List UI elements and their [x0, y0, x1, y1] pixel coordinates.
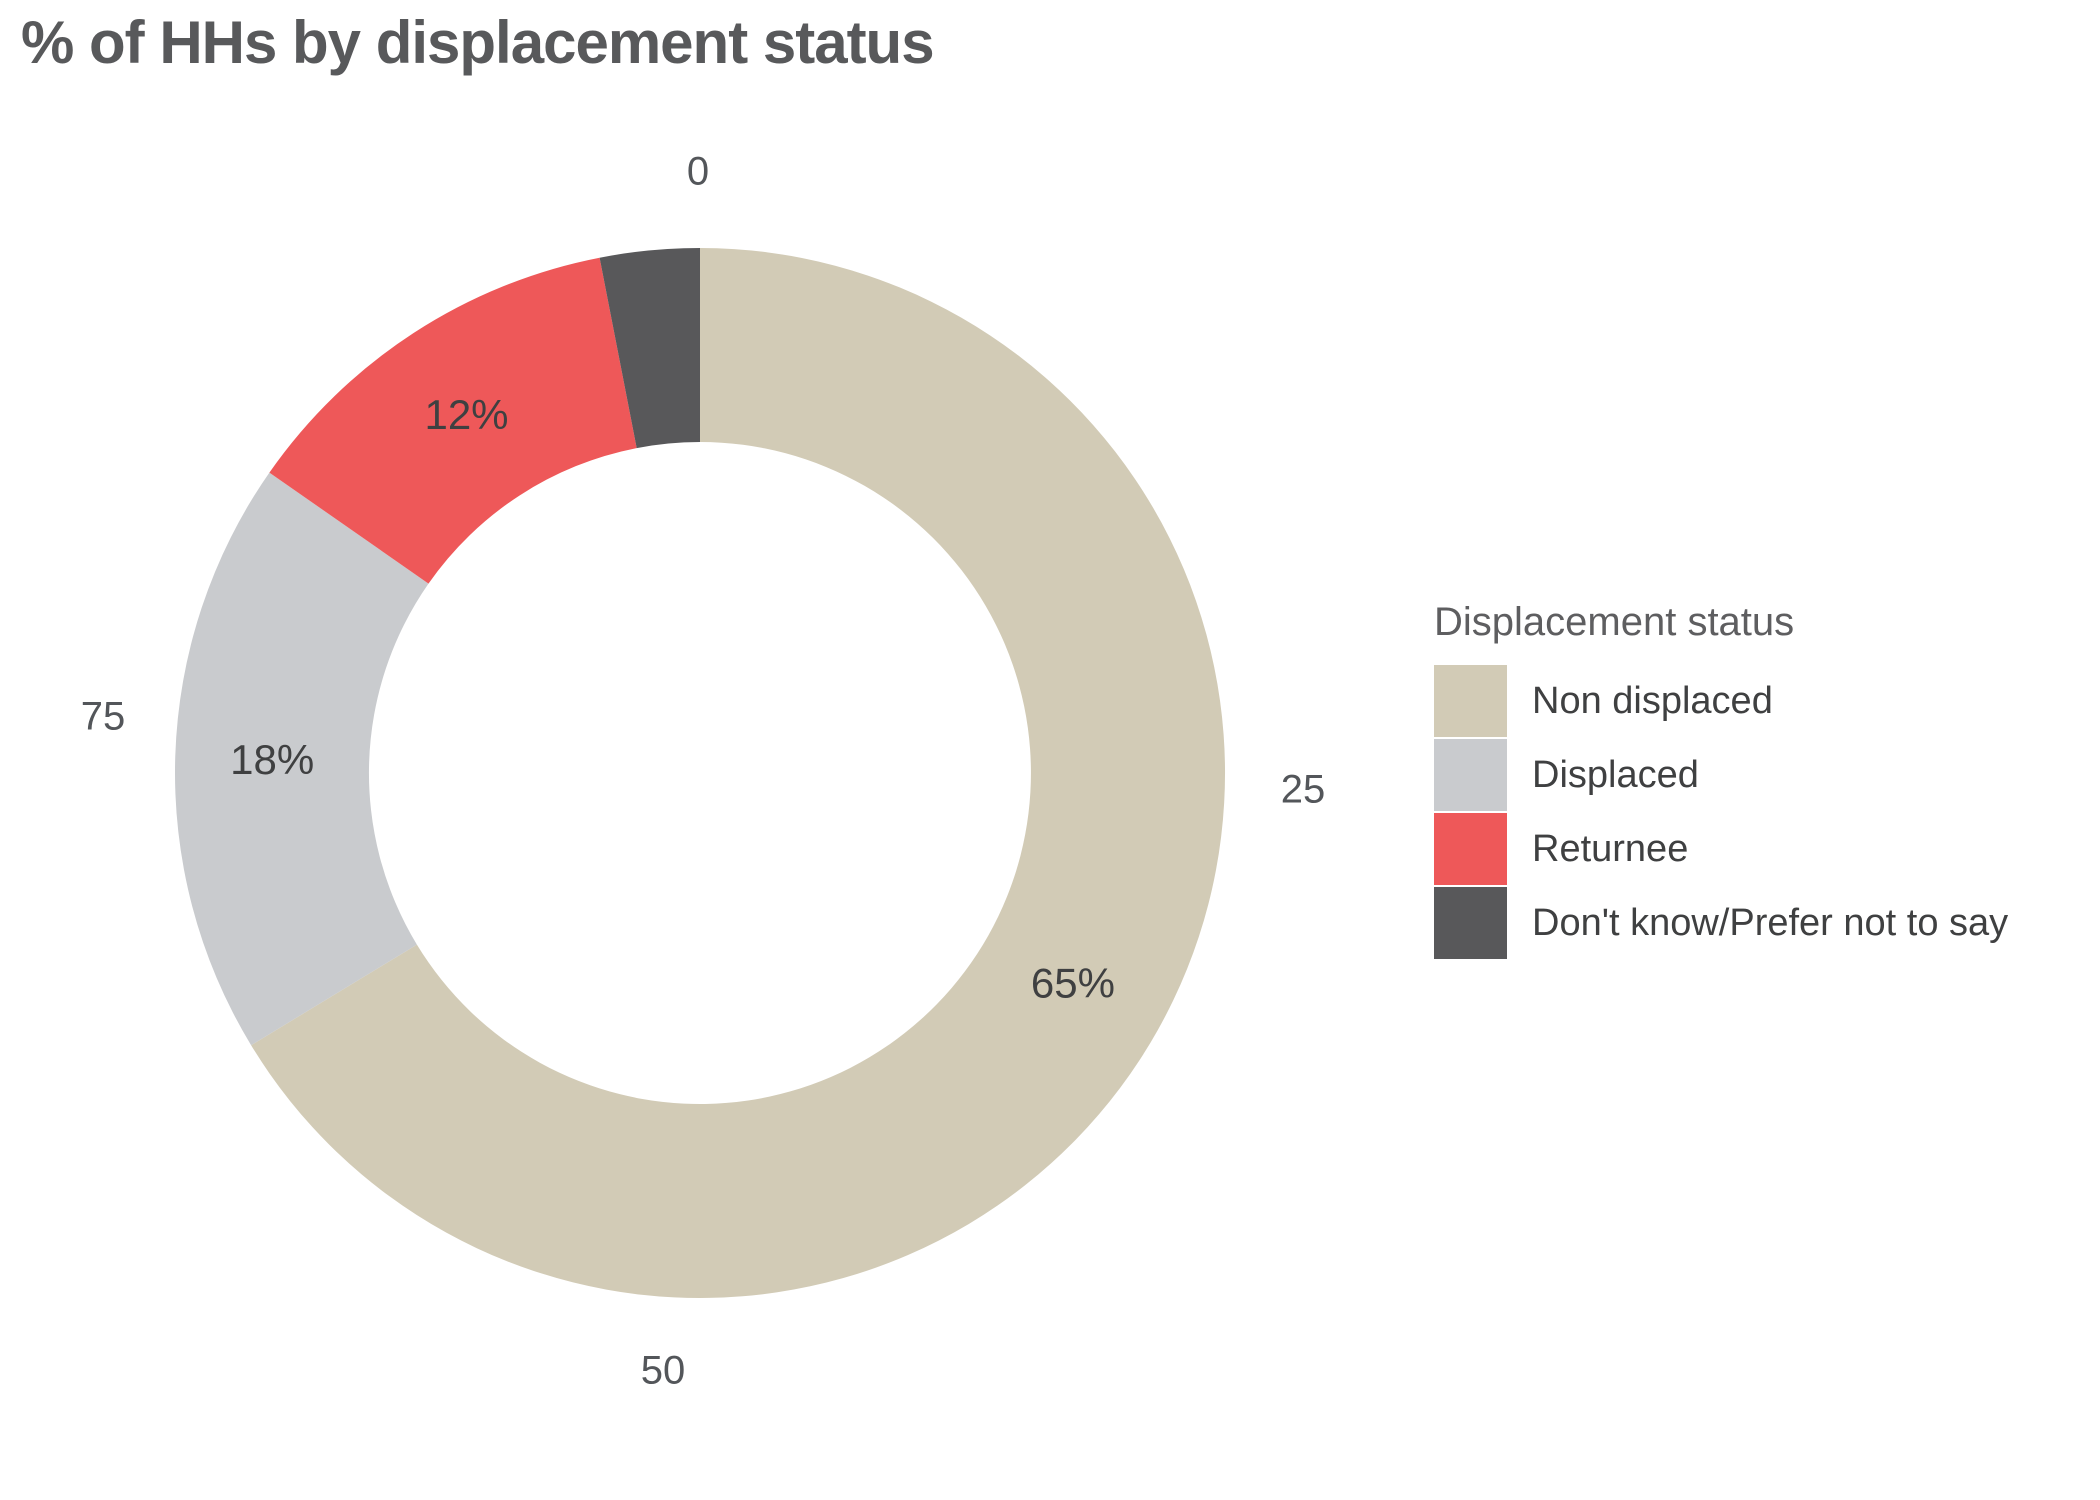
segment-non-displaced — [251, 248, 1226, 1299]
legend-swatch-non-displaced — [1434, 665, 1507, 737]
legend-item-returnee: Returnee — [1434, 813, 2094, 885]
legend-label: Returnee — [1532, 827, 1689, 870]
legend-swatch-returnee — [1434, 813, 1507, 885]
legend-swatch-don-t-know-prefer-not-to-say — [1434, 887, 1507, 959]
segment-displaced — [174, 472, 429, 1046]
angle-axis-tick-75: 75 — [80, 694, 126, 739]
legend-item-non-displaced: Non displaced — [1434, 665, 2094, 737]
data-label-displaced: 18% — [230, 736, 314, 783]
legend-title: Displacement status — [1434, 600, 1795, 644]
legend-label: Displaced — [1532, 753, 1699, 796]
data-label-non-displaced: 65% — [1031, 960, 1115, 1007]
legend-swatch-displaced — [1434, 739, 1507, 811]
segment-returnee — [269, 257, 637, 584]
legend-label: Non displaced — [1532, 679, 1773, 722]
legend: Displacement status Non displaced Displac… — [1434, 600, 2094, 961]
angle-axis-tick-50: 50 — [640, 1348, 686, 1393]
segment-don-t-know-prefer-not-to-say — [599, 248, 700, 449]
legend-items: Non displaced Displaced Returnee Don't know… — [1434, 665, 2094, 959]
legend-item-don-t-know-prefer-not-to-say: Don't know/Prefer not to say — [1434, 887, 2094, 959]
legend-label: Don't know/Prefer not to say — [1532, 901, 2009, 944]
angle-axis-tick-0: 0 — [686, 149, 710, 194]
chart-title: % of HHs by displacement status — [21, 9, 935, 76]
data-label-returnee: 12% — [424, 391, 508, 438]
legend-item-displaced: Displaced — [1434, 739, 2094, 811]
angle-axis-tick-25: 25 — [1280, 767, 1326, 812]
